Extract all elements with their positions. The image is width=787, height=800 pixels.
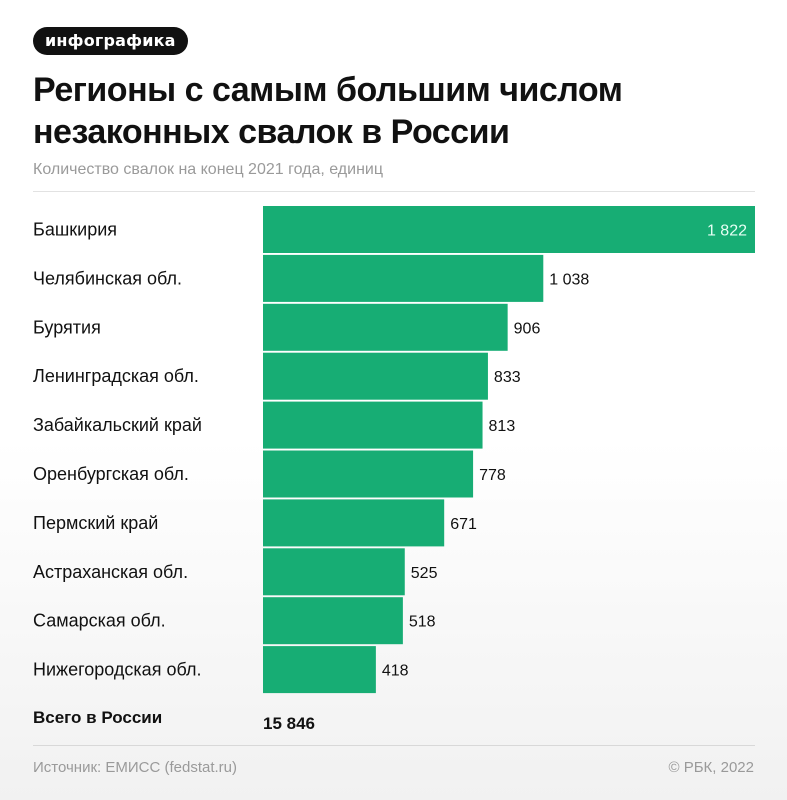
bar — [263, 450, 474, 498]
value-label: 525 — [411, 565, 438, 582]
bar — [263, 254, 544, 302]
category-label: Астраханская обл. — [33, 562, 188, 582]
chart-subtitle: Количество свалок на конец 2021 года, ед… — [33, 161, 383, 178]
category-label: Пермский край — [33, 513, 158, 533]
value-label: 1 038 — [549, 271, 589, 288]
bar — [263, 548, 405, 596]
category-label: Нижегородская обл. — [33, 660, 201, 680]
value-label: 813 — [489, 418, 516, 435]
bar — [263, 646, 376, 694]
category-tag: инфографика — [33, 27, 188, 55]
bar — [263, 499, 445, 547]
category-label: Челябинская обл. — [33, 268, 182, 288]
bar — [263, 352, 488, 400]
category-label: Самарская обл. — [33, 611, 166, 631]
value-label: 671 — [450, 516, 477, 533]
bar — [263, 303, 508, 351]
source-note: Источник: ЕМИСС (fedstat.ru) — [33, 759, 238, 776]
category-label: Башкирия — [33, 220, 117, 240]
value-label: 833 — [494, 369, 521, 386]
divider-bottom — [33, 745, 755, 746]
value-label: 1 822 — [707, 223, 747, 240]
total-label: Всего в России — [33, 708, 162, 727]
total-value: 15 846 — [263, 714, 315, 733]
category-label: Забайкальский край — [33, 415, 202, 435]
category-label: Бурятия — [33, 317, 101, 337]
divider-top — [33, 191, 755, 192]
category-label: Ленинградская обл. — [33, 366, 199, 386]
category-label: Оренбургская обл. — [33, 464, 189, 484]
chart-title: Регионы с самым большим числом незаконны… — [33, 71, 623, 151]
copyright-note: © РБК, 2022 — [668, 759, 754, 776]
value-label: 778 — [479, 467, 506, 484]
bar — [263, 401, 483, 449]
bar — [263, 597, 403, 645]
value-label: 906 — [514, 320, 541, 337]
bar — [263, 206, 755, 253]
value-label: 418 — [382, 663, 409, 680]
value-label: 518 — [409, 614, 436, 631]
